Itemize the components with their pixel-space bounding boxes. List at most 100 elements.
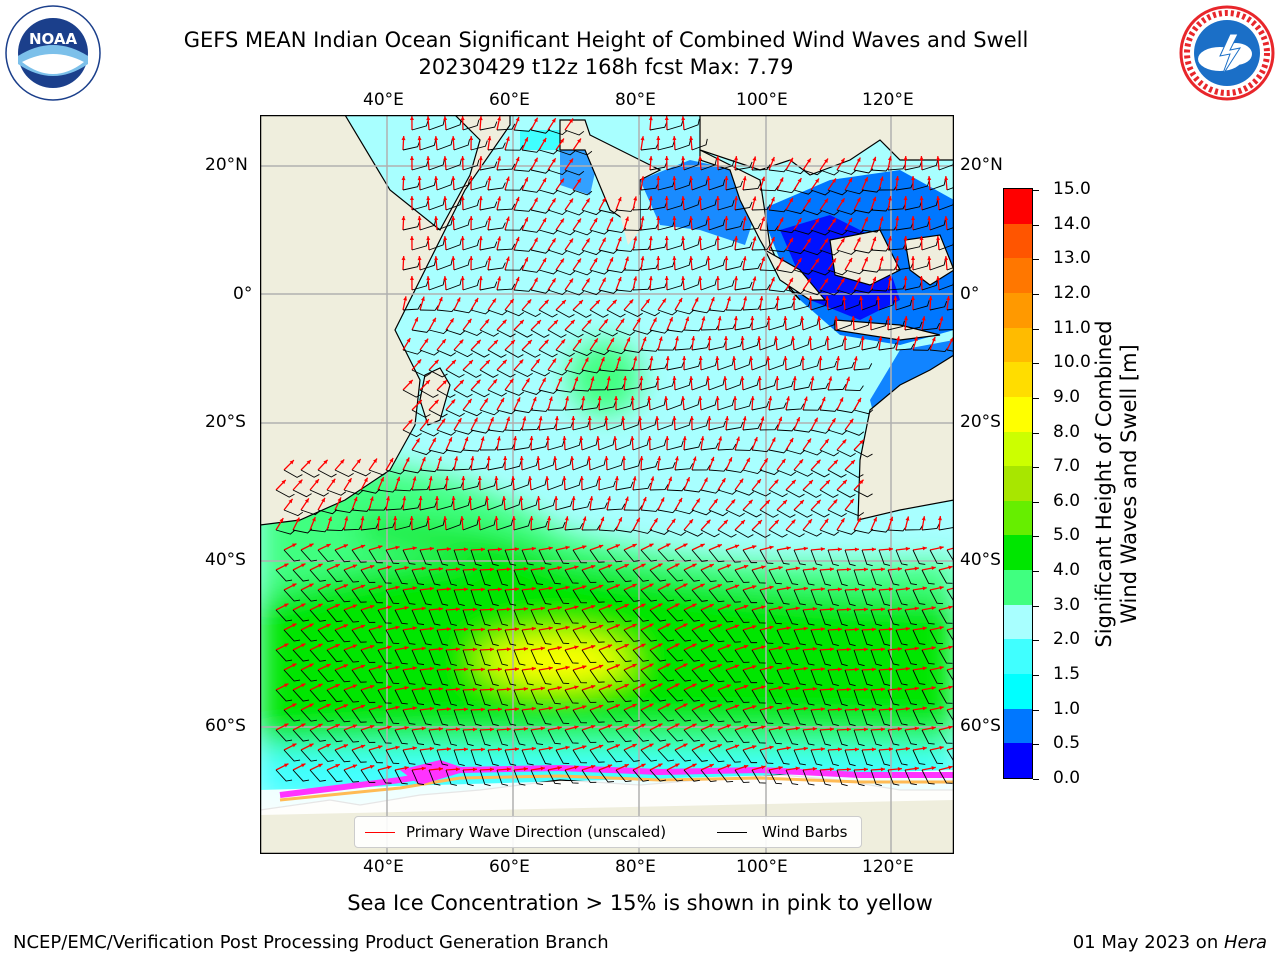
wind-barb [360,649,376,663]
wave-direction-arrowhead [710,296,715,302]
wave-direction-arrowhead [589,496,594,501]
wave-direction-arrowhead [837,747,842,752]
wave-direction-arrowhead [519,319,524,325]
wind-barb [479,201,498,211]
wind-barb [844,189,865,195]
wind-barb [759,469,780,476]
wind-barb [912,549,926,565]
wave-direction-arrowhead [649,703,654,708]
wind-barb [836,609,848,627]
wind-barb [861,589,873,607]
wind-barb [309,649,326,662]
wave-direction-arrowhead [639,456,644,461]
wave-direction-arrowhead [378,665,383,670]
wind-barb [853,489,873,498]
wave-direction-arrowhead [470,456,475,461]
wave-direction-arrowhead [639,376,644,381]
wind-barb [853,319,871,331]
wind-barb [615,400,633,411]
wave-direction-arrowhead [859,439,864,445]
wind-barb [734,569,750,583]
wave-direction-arrowhead [795,766,800,771]
wind-barb [836,361,855,371]
wave-direction-arrowhead [598,704,604,709]
wave-direction-arrowhead [606,376,611,381]
colorbar-tick-mark [1033,501,1039,503]
wind-barb [360,769,376,783]
wave-direction-arrowhead [658,683,663,688]
wave-direction-arrowhead [760,416,765,421]
wave-direction-arrowhead [597,476,602,481]
wave-direction-arrowhead [640,256,645,261]
wave-direction-arrowhead [570,456,575,461]
wave-direction-arrowhead [854,747,859,752]
wave-direction-arrowhead [856,237,861,242]
wave-direction-arrowhead [515,236,520,242]
wind-barb [819,209,840,216]
wave-direction-arrowhead [408,419,413,424]
wave-direction-arrowhead [749,356,754,361]
wind-barb [836,169,857,175]
legend-barb-line [717,832,747,833]
wave-direction-arrowhead [497,627,502,632]
wave-direction-arrowhead [658,643,663,648]
wind-barb [751,244,771,251]
wind-barb [411,569,425,586]
wind-barb [547,769,561,785]
wind-barb [836,449,856,458]
wind-barb [317,509,338,515]
wind-barb [283,549,301,562]
wave-direction-arrowhead [497,236,502,241]
wind-barb [283,669,301,682]
wind-barb [555,629,570,645]
wave-direction-arrowhead [770,157,775,162]
wave-direction-arrowhead [876,296,881,301]
wave-direction-arrowhead [683,583,688,588]
wave-direction-arrowhead [412,666,417,671]
wind-barb [572,589,587,604]
wave-direction-arrowhead [623,376,628,381]
wind-barb [819,729,832,746]
wind-barb [428,278,445,291]
wave-direction-arrowhead [768,396,773,401]
wind-barb [929,300,948,311]
wave-direction-arrowhead [467,318,472,324]
wind-barb [895,669,908,686]
wind-barb [785,449,806,455]
wave-direction-arrowhead [601,277,606,283]
wind-barb [853,363,873,371]
wave-direction-arrowhead [868,316,873,321]
wave-direction-arrowhead [369,724,375,729]
wave-direction-arrowhead [417,136,422,141]
wave-direction-arrowhead [598,544,604,549]
wave-direction-arrowhead [949,337,954,342]
wind-barb [674,463,694,471]
wave-direction-arrowhead [476,339,481,345]
lat-tick-right: 20°S [960,412,1001,432]
colorbar-tick-mark [1033,467,1039,469]
wave-direction-arrowhead [649,543,654,548]
wind-barb [445,369,465,378]
wind-barb [946,749,954,763]
wind-barb [521,669,534,686]
wave-direction-arrowhead [786,746,791,751]
wave-direction-arrowhead [536,320,541,325]
wave-direction-arrowhead [903,236,908,241]
wind-barb [572,669,587,684]
wave-direction-arrowhead [387,765,392,770]
wave-direction-arrowhead [288,498,293,504]
wave-direction-arrowhead [633,196,638,201]
wave-direction-arrowhead [409,156,414,161]
lat-tick-left: 0° [233,284,253,304]
wave-direction-arrowhead [557,726,562,730]
wind-barb [785,529,805,538]
wind-barb [674,629,692,642]
wave-direction-arrowhead [796,417,800,422]
wave-direction-arrowhead [590,724,596,729]
wind-barb [275,569,293,582]
wave-direction-arrowhead [387,685,392,690]
wave-direction-arrowhead [748,499,753,505]
wind-barb [581,249,602,256]
wave-direction-arrowhead [649,743,654,748]
wave-direction-arrowhead [548,626,553,631]
